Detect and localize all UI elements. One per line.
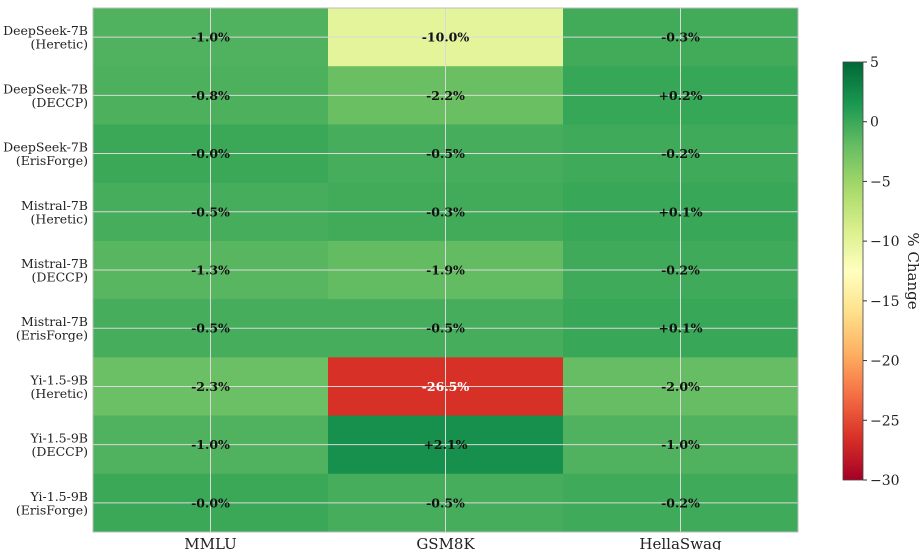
row-label-1: DeepSeek-7B (DECCP) bbox=[3, 81, 88, 110]
column-label-2: HellaSwag bbox=[639, 535, 722, 550]
cell-value-label-r3-c0: -0.5% bbox=[191, 204, 230, 219]
row-label-2: DeepSeek-7B (ErisForge) bbox=[3, 140, 88, 169]
colorbar-label: % Change bbox=[904, 232, 922, 309]
column-label-0: MMLU bbox=[184, 535, 237, 550]
colorbar-ticks: 5 0 −5 −10 −15 −20 −25 −30 bbox=[863, 55, 900, 489]
cell-value-label-r2-c2: -0.2% bbox=[661, 146, 700, 161]
cell-value-label-r7-c2: -1.0% bbox=[661, 437, 700, 452]
cell-value-label-r2-c1: -0.5% bbox=[426, 146, 465, 161]
cell-value-label-r8-c0: -0.0% bbox=[191, 495, 230, 510]
colorbar-tick-label-6: −25 bbox=[870, 413, 900, 429]
cell-value-label-r7-c1: +2.1% bbox=[423, 437, 467, 452]
colorbar-tick-label-2: −5 bbox=[870, 174, 891, 190]
row-label-7: Yi-1.5-9B (DECCP) bbox=[30, 431, 89, 460]
column-label-1: GSM8K bbox=[416, 535, 475, 550]
row-label-4: Mistral-7B (DECCP) bbox=[21, 256, 88, 285]
cell-value-label-r8-c2: -0.2% bbox=[661, 495, 700, 510]
cell-value-label-r6-c2: -2.0% bbox=[661, 379, 700, 394]
cell-value-label-r3-c2: +0.1% bbox=[658, 204, 702, 219]
heatmap-gridlines bbox=[93, 8, 798, 532]
colorbar-tick-label-4: −15 bbox=[870, 294, 900, 310]
cell-value-label-r4-c2: -0.2% bbox=[661, 263, 700, 278]
cell-value-labels: -1.0% -10.0% -0.3% -0.8% -2.2% +0.2% -0.0% -0.5… bbox=[191, 30, 703, 511]
row-label-5: Mistral-7B (ErisForge) bbox=[16, 314, 88, 343]
row-label-6: Yi-1.5-9B (Heretic) bbox=[30, 372, 89, 401]
column-labels: MMLU GSM8K HellaSwag bbox=[184, 535, 722, 550]
cell-value-label-r8-c1: -0.5% bbox=[426, 495, 465, 510]
cell-value-label-r4-c0: -1.3% bbox=[191, 263, 230, 278]
colorbar-tick-label-5: −20 bbox=[870, 354, 900, 370]
colorbar-tick-label-3: −10 bbox=[870, 234, 900, 250]
cell-value-label-r6-c0: -2.3% bbox=[191, 379, 230, 394]
row-label-3: Mistral-7B (Heretic) bbox=[21, 198, 88, 227]
plot-frame bbox=[92, 7, 799, 533]
row-label-0: DeepSeek-7B (Heretic) bbox=[3, 23, 88, 52]
colorbar-tick-label-1: 0 bbox=[870, 115, 879, 131]
cell-value-label-r5-c0: -0.5% bbox=[191, 321, 230, 336]
cell-value-label-r1-c2: +0.2% bbox=[658, 88, 702, 103]
cell-value-label-r4-c1: -1.9% bbox=[426, 263, 465, 278]
cell-value-label-r1-c0: -0.8% bbox=[191, 88, 230, 103]
cell-value-label-r6-c1: -26.5% bbox=[422, 379, 470, 394]
cell-value-label-r1-c1: -2.2% bbox=[426, 88, 465, 103]
cell-value-label-r3-c1: -0.3% bbox=[426, 204, 465, 219]
cell-value-label-r2-c0: -0.0% bbox=[191, 146, 230, 161]
cell-value-label-r0-c0: -1.0% bbox=[191, 30, 230, 45]
cell-value-label-r7-c0: -1.0% bbox=[191, 437, 230, 452]
row-label-8: Yi-1.5-9B (ErisForge) bbox=[16, 489, 88, 518]
colorbar-gradient bbox=[842, 61, 864, 481]
cell-value-label-r0-c1: -10.0% bbox=[422, 30, 470, 45]
cell-value-label-r5-c1: -0.5% bbox=[426, 321, 465, 336]
colorbar: 5 0 −5 −10 −15 −20 −25 −30 % Change bbox=[842, 55, 922, 489]
cell-value-label-r5-c2: +0.1% bbox=[658, 321, 702, 336]
cell-value-label-r0-c2: -0.3% bbox=[661, 30, 700, 45]
row-labels: DeepSeek-7B (Heretic) DeepSeek-7B (DECCP) De… bbox=[3, 23, 88, 517]
colorbar-tick-label-7: −30 bbox=[870, 473, 900, 489]
colorbar-tick-label-0: 5 bbox=[870, 55, 879, 71]
